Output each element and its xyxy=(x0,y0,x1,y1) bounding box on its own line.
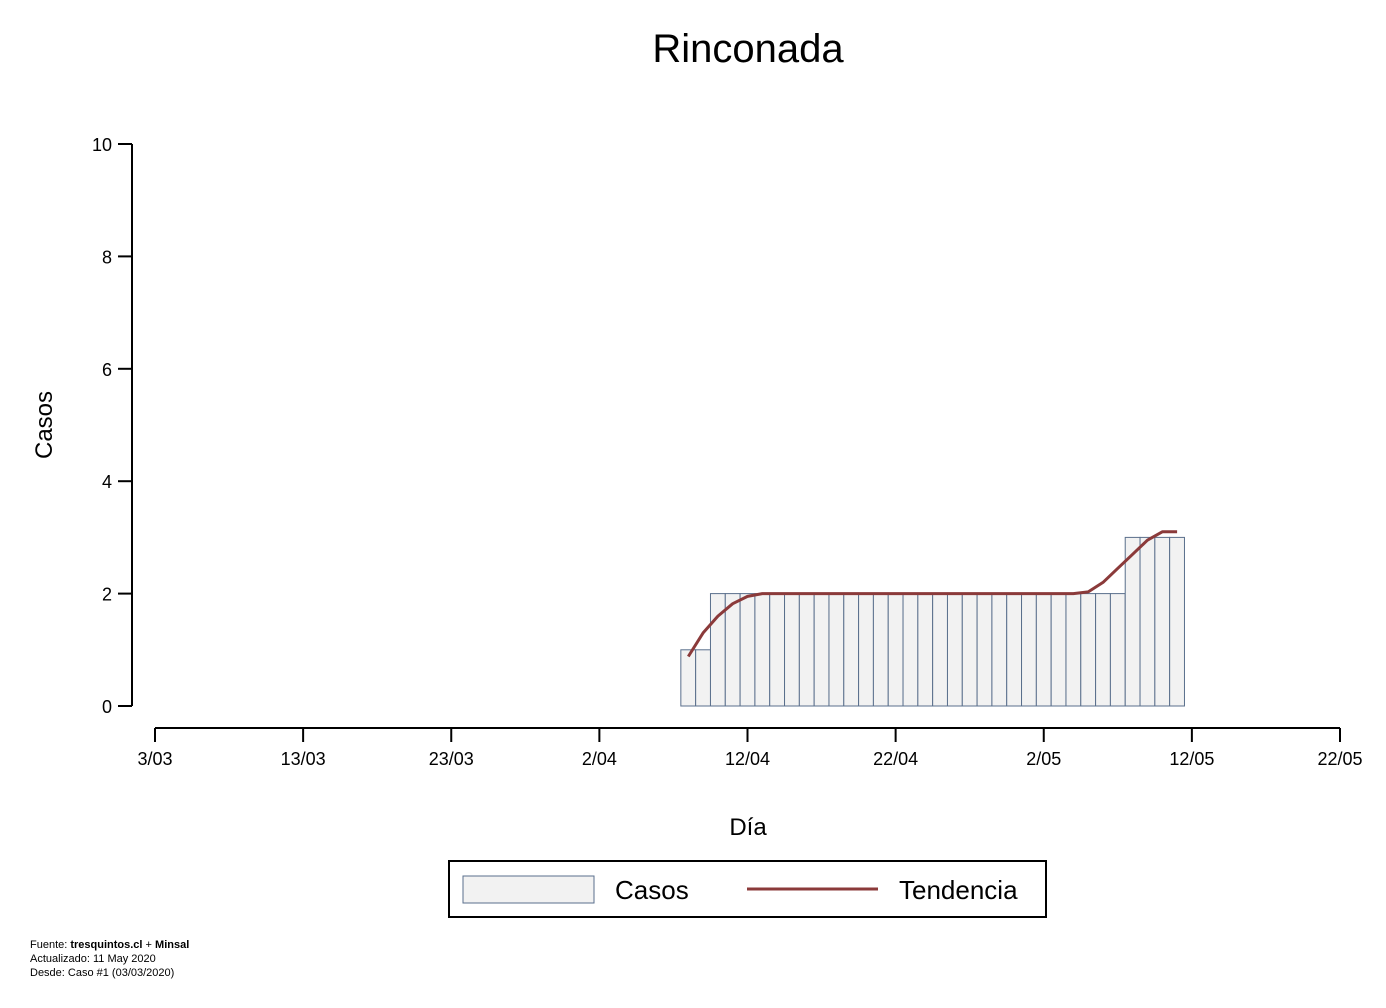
footer-source: Fuente: tresquintos.cl + Minsal xyxy=(30,939,190,951)
y-tick-label: 0 xyxy=(102,697,112,717)
bar xyxy=(695,649,711,707)
bar xyxy=(813,593,830,707)
bar xyxy=(1050,593,1067,707)
trend-line xyxy=(687,530,1178,658)
bar xyxy=(1139,536,1156,707)
bar xyxy=(1095,593,1111,707)
bar xyxy=(932,593,948,707)
bar xyxy=(1021,593,1037,707)
x-tick-label: 12/04 xyxy=(725,749,770,769)
x-tick-label: 13/03 xyxy=(281,749,326,769)
x-tick-label: 22/04 xyxy=(873,749,918,769)
bar xyxy=(798,593,815,707)
bar xyxy=(769,593,786,707)
bar xyxy=(976,593,993,707)
x-tick-label: 23/03 xyxy=(429,749,474,769)
y-tick-label: 6 xyxy=(102,360,112,380)
bar xyxy=(1080,593,1097,707)
bar xyxy=(991,593,1008,707)
bar xyxy=(680,649,697,707)
bar xyxy=(784,593,800,707)
bar xyxy=(1006,593,1023,707)
x-tick-label: 2/04 xyxy=(582,749,617,769)
x-tick-label: 2/05 xyxy=(1026,749,1061,769)
bar xyxy=(1124,536,1141,707)
chart-title: Rinconada xyxy=(652,27,844,71)
bar xyxy=(724,593,741,707)
bar xyxy=(1169,536,1185,707)
y-axis-label: Casos xyxy=(31,391,58,459)
y-tick-label: 10 xyxy=(92,135,112,155)
legend-swatch-casos xyxy=(462,875,595,904)
x-tick-label: 22/05 xyxy=(1317,749,1362,769)
bar xyxy=(872,593,889,707)
bar xyxy=(1035,593,1052,707)
bars xyxy=(680,536,1185,707)
bar xyxy=(961,593,978,707)
y-axis: 0 2 4 6 8 10 xyxy=(92,135,133,717)
bar xyxy=(946,593,963,707)
bar xyxy=(887,593,904,707)
bar xyxy=(1065,593,1082,707)
bar xyxy=(739,593,756,707)
footer-updated: Actualizado: 11 May 2020 xyxy=(30,953,156,965)
x-tick-label: 12/05 xyxy=(1169,749,1214,769)
y-tick-label: 4 xyxy=(102,472,112,492)
bar xyxy=(1154,536,1171,707)
y-tick-label: 2 xyxy=(102,585,112,605)
legend-label-casos: Casos xyxy=(615,875,689,905)
bar xyxy=(902,593,919,707)
x-tick-label: 3/03 xyxy=(137,749,172,769)
bar xyxy=(828,593,845,707)
footer: Fuente: tresquintos.cl + Minsal Actualiz… xyxy=(30,938,189,980)
legend-label-tendencia: Tendencia xyxy=(899,875,1018,905)
x-axis: 3/03 13/03 23/03 2/04 12/04 22/04 2/05 12/05 22/… xyxy=(137,727,1363,769)
legend: Casos Tendencia xyxy=(448,860,1047,918)
bar xyxy=(858,593,874,707)
bar xyxy=(754,593,771,707)
bar xyxy=(917,593,934,707)
bar xyxy=(843,593,860,707)
bar xyxy=(1109,593,1126,707)
y-tick-label: 8 xyxy=(102,247,112,267)
footer-since: Desde: Caso #1 (03/03/2020) xyxy=(30,967,175,979)
trend-line-group xyxy=(687,530,1178,658)
x-axis-label: Día xyxy=(729,814,767,841)
